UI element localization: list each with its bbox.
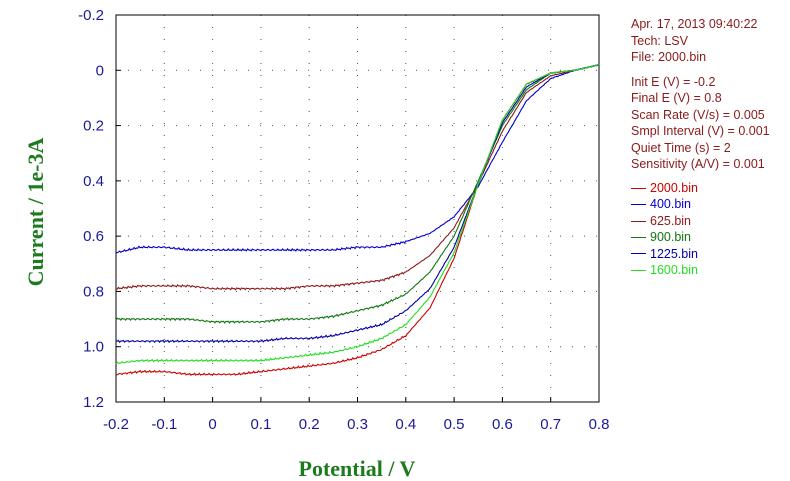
x-tick-label: 0.7 [540,416,561,433]
legend-swatch [631,220,646,222]
x-axis-ticks: -0.2 -0.1 0 0.1 0.2 0.3 0.4 0.5 0.6 0.7 0.8 [103,397,609,433]
y-tick-label: 0 [96,62,104,79]
info-scan-rate: Scan Rate (V/s) = 0.005 [631,107,765,122]
legend-entry: 2000.bin [631,180,698,196]
legend-entry: 900.bin [631,229,698,245]
series-line-625 [115,64,600,291]
legend-entry: 400.bin [631,196,698,212]
series-line-400 [115,64,600,254]
info-sample-interval: Smpl Interval (V) = 0.001 [631,124,770,138]
series-line-1600 [115,64,600,365]
grid [115,14,600,403]
x-tick-label: 0.3 [347,416,368,433]
x-tick-label: 0.8 [589,416,610,433]
legend-label: 1225.bin [650,246,698,261]
legend-swatch [631,253,646,255]
x-axis-label: Potential / V [299,456,416,481]
info-sensitivity: Sensitivity (A/V) = 0.001 [631,157,765,171]
x-tick-label: 0.4 [395,416,416,433]
info-quiet-time: Quiet Time (s) = 2 [631,140,731,155]
info-date: Apr. 17, 2013 09:40:22 [631,17,758,31]
info-file: File: 2000.bin [631,50,707,64]
y-tick-label: 0.6 [83,228,104,245]
series-line-900 [115,63,600,324]
legend-entry: 1600.bin [631,262,698,278]
experiment-info: Apr. 17, 2013 09:40:22 Tech: LSV File: 2… [631,16,770,173]
legend-swatch [631,187,646,189]
y-axis-label: Current / 1e-3A [23,138,48,287]
y-tick-label: -0.2 [78,7,104,24]
legend-swatch [631,236,646,238]
y-axis-ticks: -0.2 0 0.2 0.4 0.6 0.8 1.0 1.2 [78,7,121,411]
y-tick-label: 1.2 [83,394,104,411]
y-tick-label: 1.0 [83,339,104,356]
legend-swatch [631,269,646,271]
legend-label: 625.bin [650,213,692,228]
x-tick-label: 0.6 [492,416,513,433]
legend-label: 1600.bin [650,263,698,278]
x-tick-label: 0.2 [299,416,320,433]
x-tick-label: 0.5 [444,416,465,433]
legend-label: 900.bin [650,230,692,245]
legend-entry: 625.bin [631,213,698,229]
x-tick-label: -0.1 [151,416,177,433]
x-tick-label: -0.2 [103,416,129,433]
x-tick-label: 0 [208,416,216,433]
legend-swatch [631,204,646,206]
legend: 2000.bin 400.bin 625.bin 900.bin 1225.bi… [631,180,698,278]
info-tech: Tech: LSV [631,33,688,48]
info-init-e: Init E (V) = -0.2 [631,74,716,89]
legend-label: 2000.bin [650,181,698,195]
plot-frame [115,14,600,403]
series-line-1225 [115,64,600,344]
legend-entry: 1225.bin [631,246,698,262]
y-tick-label: 0.2 [83,118,104,135]
x-tick-label: 0.1 [250,416,271,433]
y-tick-label: 0.8 [83,283,104,300]
y-tick-label: 0.4 [83,173,104,190]
legend-label: 400.bin [650,197,692,212]
info-final-e: Final E (V) = 0.8 [631,91,722,105]
series-layer [115,63,600,376]
